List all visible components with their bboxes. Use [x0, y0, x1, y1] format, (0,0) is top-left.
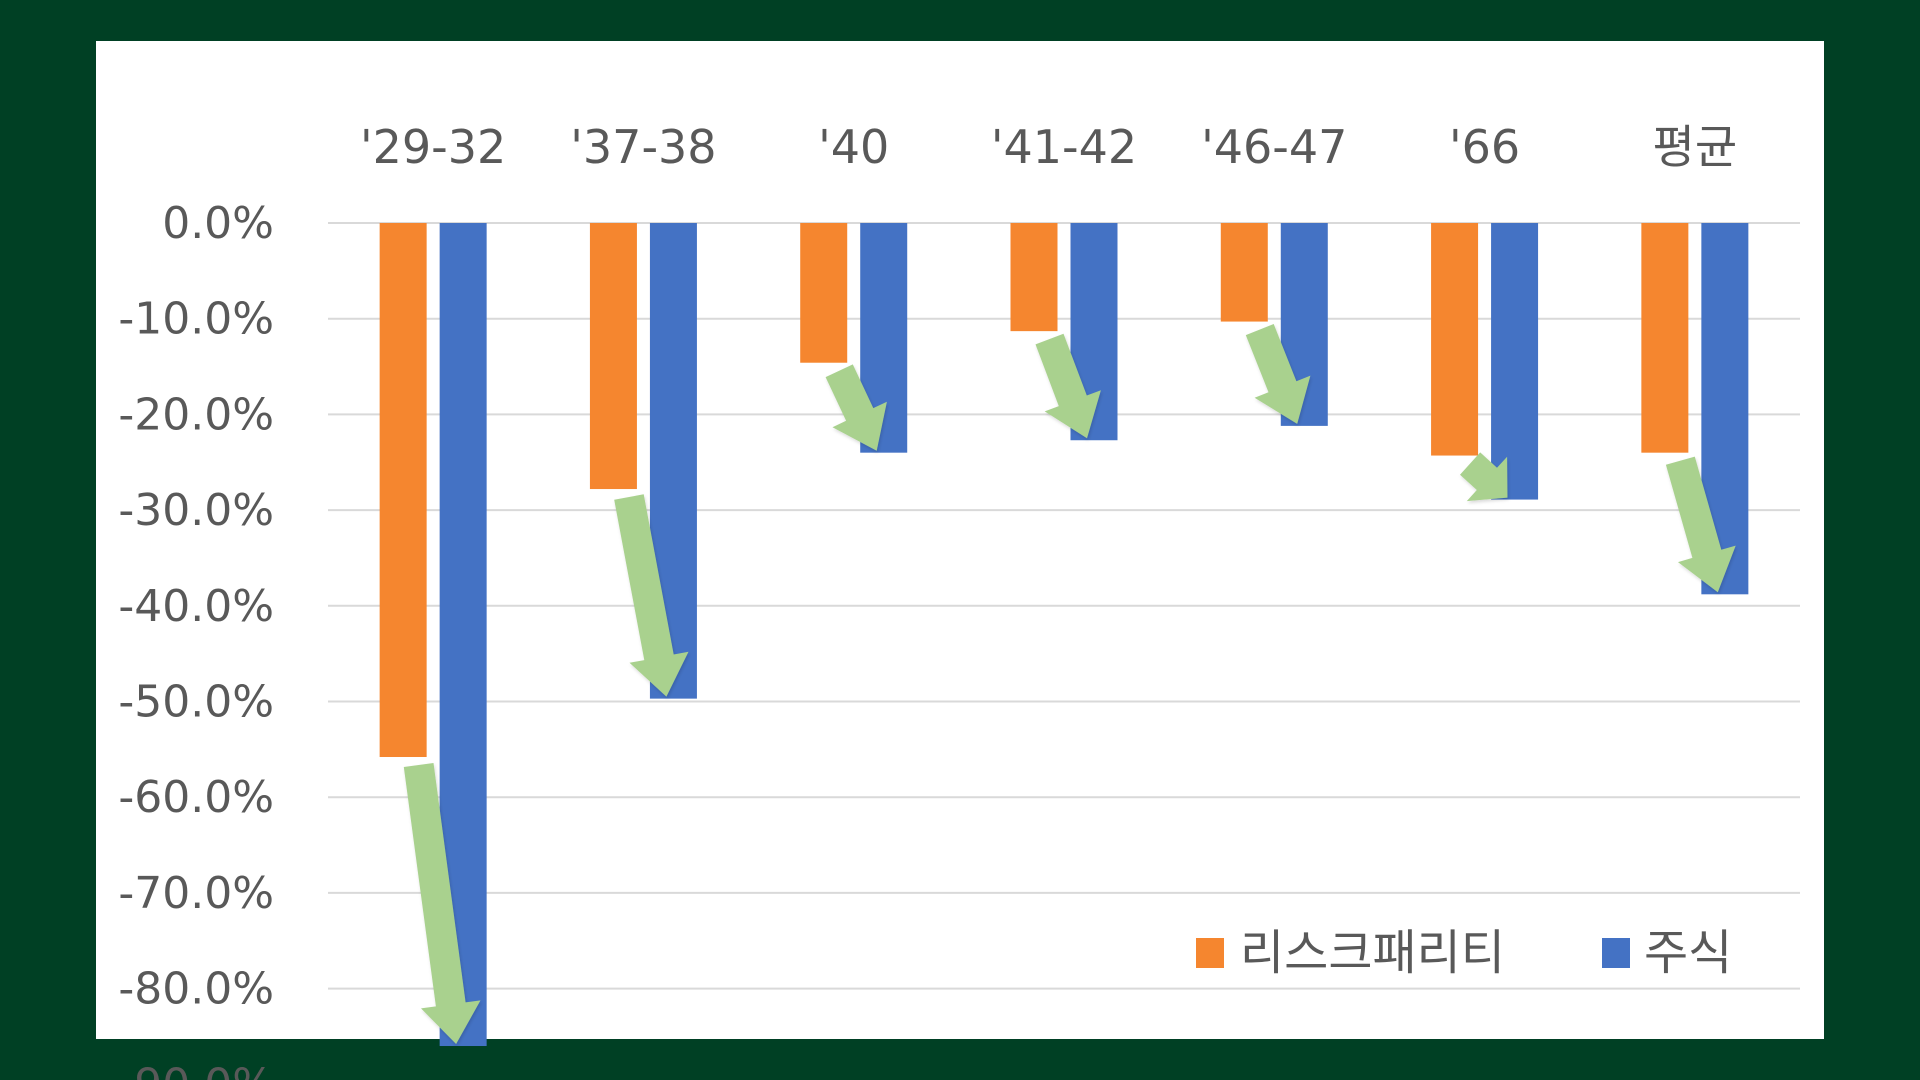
bar-risk-parity	[1431, 223, 1479, 456]
bar-risk-parity	[800, 223, 848, 363]
category-label: '41-42	[991, 120, 1137, 174]
category-labels: '29-32 '37-38 '40 '41-42 '46-47 '66 평균	[360, 120, 1737, 174]
change-arrow	[825, 364, 887, 451]
y-tick-label: -80.0%	[118, 964, 274, 1015]
y-tick-label: 0.0%	[162, 198, 274, 249]
legend-label-stocks: 주식	[1644, 925, 1732, 981]
bar-risk-parity	[1641, 223, 1689, 453]
change-arrow	[1665, 456, 1736, 593]
bar-risk-parity	[589, 223, 637, 490]
change-arrow	[403, 763, 481, 1044]
y-tick-label: -10.0%	[118, 294, 274, 345]
change-arrows	[403, 324, 1736, 1044]
y-tick-label: -70.0%	[118, 868, 274, 919]
y-axis-tick-labels: 0.0% -10.0% -20.0% -30.0% -40.0% -50.0% -60.0%…	[118, 198, 274, 1080]
category-label: '66	[1449, 120, 1520, 174]
change-arrow	[1460, 452, 1508, 502]
legend-label-risk-parity: 리스크패리티	[1240, 925, 1505, 981]
category-label: 평균	[1653, 120, 1738, 174]
legend-swatch-risk-parity	[1196, 938, 1224, 968]
y-tick-label: -60.0%	[118, 772, 274, 823]
change-arrow	[614, 494, 689, 697]
category-label: '37-38	[570, 120, 716, 174]
bar-risk-parity	[1220, 223, 1268, 322]
y-tick-label: -30.0%	[118, 485, 274, 536]
bar-risk-parity	[379, 223, 427, 758]
category-label: '29-32	[360, 120, 506, 174]
y-tick-label: -50.0%	[118, 677, 274, 728]
change-arrow	[1245, 324, 1311, 424]
category-label: '40	[818, 120, 889, 174]
legend: 리스크패리티 주식	[1196, 925, 1732, 981]
change-arrow	[1035, 333, 1101, 439]
legend-swatch-stocks	[1602, 938, 1630, 968]
y-tick-label: -20.0%	[118, 389, 274, 440]
category-label: '46-47	[1201, 120, 1347, 174]
bar-risk-parity	[1010, 223, 1058, 332]
y-tick-label: -40.0%	[118, 581, 274, 632]
y-tick-label: -90.0%	[118, 1059, 274, 1080]
bar-stocks	[1491, 223, 1539, 500]
